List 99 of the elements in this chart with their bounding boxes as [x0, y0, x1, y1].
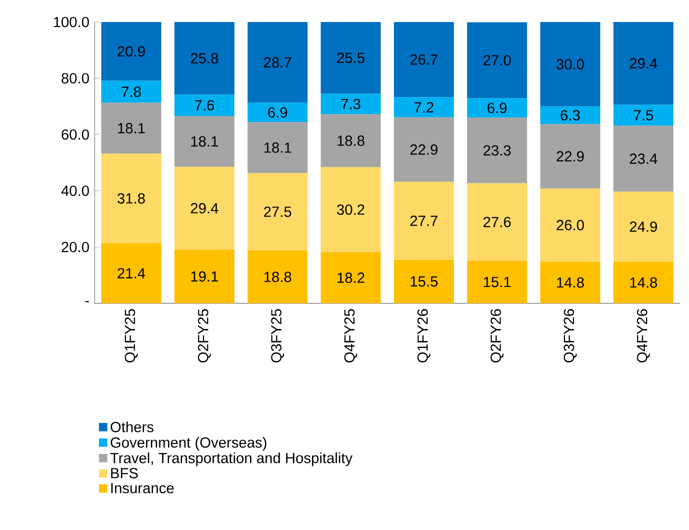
data-label: 22.9 — [410, 144, 438, 155]
data-label: 23.4 — [630, 154, 658, 164]
data-label: 7.8 — [122, 86, 141, 97]
bar — [101, 80, 162, 103]
data-label: 18.8 — [264, 272, 292, 282]
bar — [613, 104, 674, 126]
data-label: 18.8 — [338, 136, 364, 146]
data-label: 14.8 — [630, 277, 658, 288]
bar — [467, 98, 528, 118]
legend-label: Insurance — [111, 483, 174, 494]
bar — [613, 22, 674, 105]
legend-label: Travel, Transportation and Hospitality — [110, 452, 353, 466]
bar — [101, 154, 162, 244]
bar — [467, 118, 528, 184]
bar — [101, 243, 162, 304]
data-label: 6.3 — [560, 110, 580, 120]
data-label: 18.1 — [264, 142, 292, 153]
data-label: 7.3 — [341, 98, 360, 110]
bar — [540, 188, 600, 262]
data-label: 7.6 — [194, 100, 214, 110]
bar — [248, 250, 308, 304]
data-label: 18.1 — [191, 136, 218, 147]
bar — [174, 116, 234, 167]
data-label: 15.5 — [410, 276, 438, 287]
data-label: 30.2 — [337, 204, 364, 215]
data-label: 27.6 — [484, 216, 511, 228]
data-label: 29.4 — [630, 58, 658, 69]
data-label: 27.5 — [264, 206, 292, 217]
bar — [467, 22, 528, 98]
data-label: 21.4 — [118, 268, 146, 278]
data-label: 7.2 — [414, 102, 434, 112]
bar — [248, 122, 308, 174]
bar — [101, 22, 162, 81]
y-tick-label: 20.0 — [62, 242, 89, 252]
bar — [101, 102, 162, 154]
y-tick-label: 100.0 — [54, 16, 89, 28]
bar — [540, 262, 600, 304]
data-label: 25.8 — [190, 53, 218, 64]
x-tick-label: Q1FY26 — [417, 309, 430, 362]
data-label: 26.7 — [410, 54, 438, 65]
data-label: 14.8 — [557, 277, 584, 288]
bar — [174, 94, 234, 116]
x-tick-label: Q2FY25 — [198, 309, 211, 362]
bar — [320, 252, 381, 304]
data-label: 6.9 — [488, 102, 507, 114]
bar — [174, 166, 234, 250]
data-label: 28.7 — [264, 57, 292, 68]
bar — [174, 250, 234, 304]
bar — [467, 260, 528, 304]
bar — [248, 22, 308, 103]
data-label: 19.1 — [191, 271, 218, 282]
bar — [394, 22, 454, 98]
y-tick-label: - — [85, 301, 89, 302]
y-tick-label: 40.0 — [61, 186, 89, 196]
bar — [394, 117, 454, 182]
data-label: 18.1 — [118, 123, 145, 134]
data-label: 30.0 — [556, 59, 584, 70]
data-label: 23.3 — [484, 145, 511, 156]
bar — [613, 262, 674, 304]
bar — [540, 22, 600, 106]
x-tick-label: Q3FY26 — [564, 309, 577, 362]
bar — [613, 192, 674, 262]
bar — [248, 102, 308, 122]
x-tick-label: Q3FY25 — [271, 309, 284, 362]
bar — [174, 22, 234, 95]
bar — [540, 124, 600, 189]
bar — [613, 126, 674, 192]
y-tick-label: 60.0 — [62, 129, 89, 140]
bar — [320, 114, 381, 168]
data-label: 7.5 — [634, 110, 653, 120]
data-label: 31.8 — [118, 193, 145, 204]
bar — [320, 167, 381, 252]
data-label: 6.9 — [268, 107, 288, 118]
bar — [394, 182, 454, 260]
data-label: 25.5 — [337, 52, 364, 64]
data-label: 20.9 — [118, 46, 145, 57]
data-label: 18.2 — [338, 272, 364, 283]
data-label: 29.4 — [190, 203, 218, 214]
bar — [394, 260, 454, 304]
bar — [467, 183, 528, 261]
legend-label: Others — [110, 421, 154, 432]
bar — [540, 106, 600, 124]
data-label: 22.9 — [556, 151, 584, 162]
data-label: 15.1 — [484, 276, 511, 288]
bar — [394, 97, 454, 118]
bar — [320, 94, 381, 114]
x-tick-label: Q1FY25 — [124, 309, 138, 362]
x-tick-label: Q4FY26 — [636, 309, 650, 362]
data-label: 24.9 — [630, 221, 657, 232]
legend-label: Government (Overseas) — [110, 436, 266, 451]
bar — [320, 22, 381, 94]
y-tick-label: 80.0 — [62, 73, 89, 84]
x-tick-label: Q4FY25 — [344, 309, 358, 362]
bar — [248, 173, 308, 250]
legend-label: BFS — [111, 468, 138, 478]
data-label: 27.7 — [410, 216, 438, 226]
data-label: 27.0 — [484, 55, 511, 66]
data-label: 26.0 — [556, 220, 584, 230]
x-tick-label: Q2FY26 — [490, 309, 504, 362]
